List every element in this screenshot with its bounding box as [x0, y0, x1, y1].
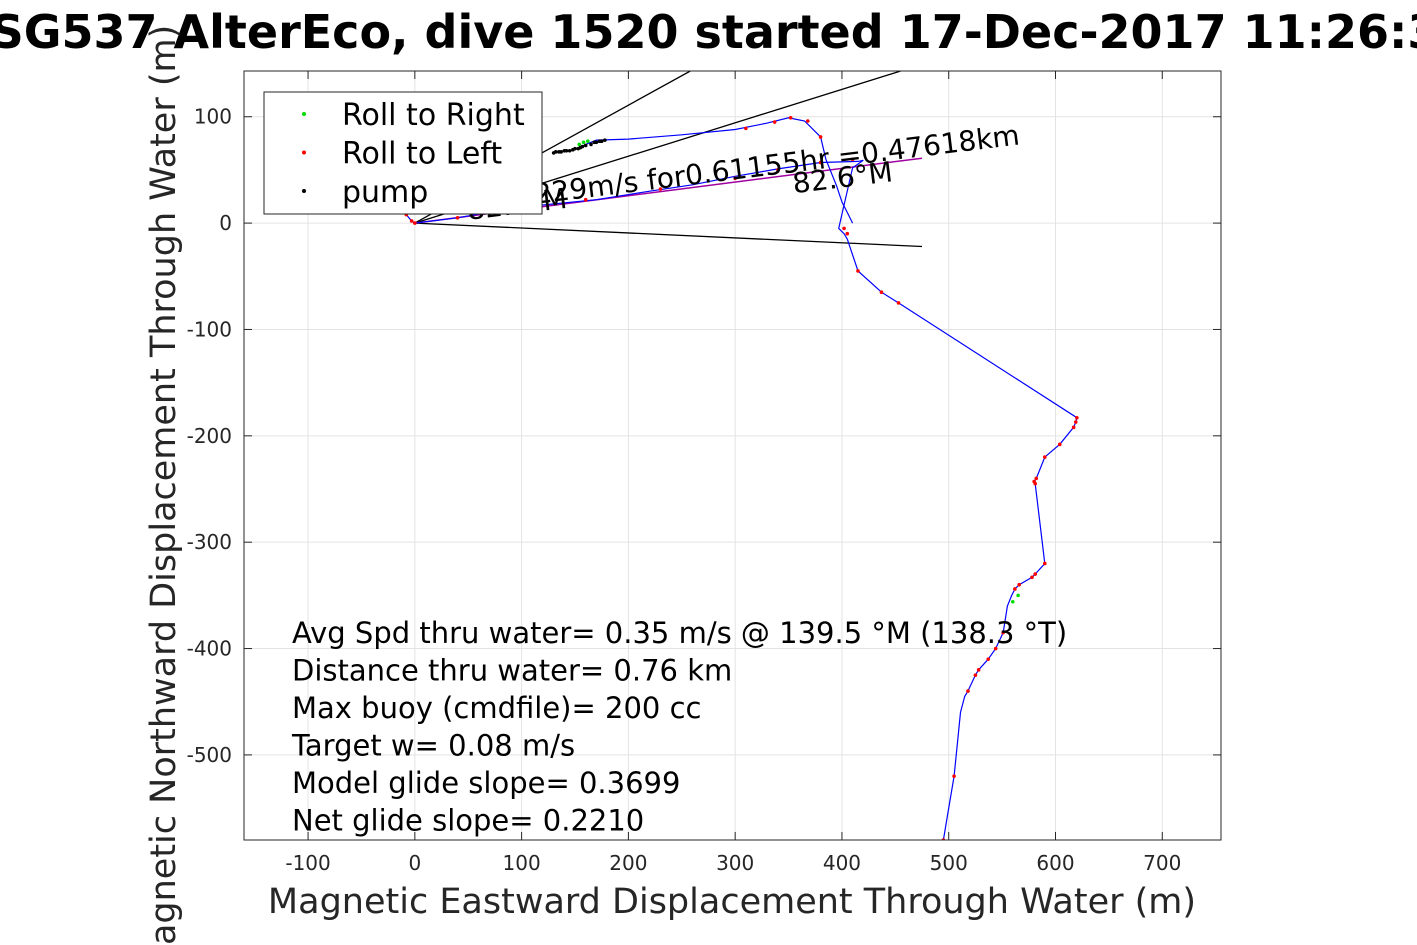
pump-point [573, 146, 577, 151]
legend-box [263, 91, 543, 215]
roll-to-right-point [586, 139, 590, 143]
roll-to-left-point [1033, 481, 1038, 486]
roll-to-left-point [879, 290, 884, 295]
y-tick-label: -100 [187, 317, 232, 341]
pump-point [580, 144, 585, 149]
legend-label: Roll to Left [342, 137, 502, 172]
pump-point [603, 138, 607, 142]
pump-point [559, 150, 563, 154]
roll-to-left-point [850, 157, 855, 162]
pump-point [553, 150, 558, 154]
stat-line-3: Target w= 0.08 m/s [291, 729, 575, 763]
roll-to-left-point [1034, 476, 1039, 481]
roll-to-right-point [577, 142, 582, 147]
pump-point [583, 143, 588, 148]
roll-to-left-point [896, 301, 901, 305]
roll-to-left-point [1033, 572, 1038, 576]
legend-marker [302, 189, 306, 193]
roll-to-left-point [856, 269, 860, 273]
stat-line-0: Avg Spd thru water= 0.35 m/s @ 139.5 °M … [292, 616, 1067, 650]
pump-point [599, 139, 604, 143]
roll-to-left-point [733, 176, 737, 181]
roll-to-left-point [1030, 575, 1034, 580]
roll-to-left-point [1013, 587, 1017, 591]
y-tick-label: -500 [187, 743, 232, 767]
roll-to-left-point [413, 221, 417, 225]
roll-to-left-point [744, 126, 748, 131]
x-tick-label: -100 [285, 851, 330, 875]
legend-label: pump [342, 175, 428, 210]
roll-to-left-point [455, 215, 460, 220]
stat-line-2: Max buoy (cmdfile)= 200 cc [292, 691, 701, 725]
axis-ticks: -100 0 100 200 300 400 500 600 700 -500 -400 -300 -2… [187, 71, 1221, 875]
roll-to-left-point [818, 135, 823, 139]
stat-line-5: Net glide slope= 0.2210 [292, 804, 644, 838]
y-tick-label: 100 [194, 105, 232, 129]
pump-point [594, 140, 599, 145]
pump-point [567, 148, 572, 153]
x-tick-label: 0 [408, 851, 421, 875]
roll-to-left-point [1001, 630, 1005, 635]
plot-border [243, 70, 1222, 841]
roll-to-left-point [776, 168, 780, 172]
pump-point [564, 148, 569, 153]
roll-to-left-point [1057, 442, 1062, 447]
roll-to-left-point [409, 219, 414, 223]
legend-label: Roll to Right [342, 98, 525, 133]
x-tick-label: 500 [930, 851, 968, 875]
legend-marker [302, 150, 306, 155]
roll-to-left-point [772, 120, 777, 124]
x-tick-label: 300 [716, 851, 754, 875]
roll-to-left-point [1017, 582, 1021, 587]
y-axis-label: Magnetic Northward Displacement Through … [144, 25, 184, 945]
heading-line-lower [414, 222, 923, 248]
x-tick-label: 200 [609, 851, 647, 875]
roll-to-left-point [658, 187, 663, 191]
legend-marker [302, 112, 306, 116]
roll-to-left-point [993, 646, 998, 651]
roll-to-left-point [1043, 455, 1047, 459]
roll-to-left-point [845, 231, 850, 236]
x-tick-label: 700 [1143, 851, 1181, 875]
x-tick-label: 400 [823, 851, 861, 875]
roll-to-right-point [581, 140, 586, 145]
x-axis-label: Magnetic Eastward Displacement Through W… [268, 882, 1196, 922]
roll-to-left-point [788, 115, 793, 120]
roll-to-left-point [952, 774, 956, 778]
roll-to-left-point [842, 226, 846, 231]
stats-box: Avg Spd thru water= 0.35 m/s @ 139.5 °M … [291, 616, 1067, 838]
stat-line-4: Model glide slope= 0.3699 [292, 766, 680, 800]
roll-to-left-point [818, 160, 823, 165]
roll-to-right-point [1010, 599, 1015, 604]
x-tick-label: 600 [1036, 851, 1074, 875]
dive-points [404, 115, 1079, 840]
chart-title: SG537 AlterEco, dive 1520 started 17-Dec… [0, 5, 1417, 59]
pump-point [589, 142, 593, 147]
roll-to-left-point [973, 673, 978, 677]
roll-to-left-point [1043, 561, 1047, 566]
roll-to-left-point [986, 657, 991, 661]
stat-line-1: Distance thru water= 0.76 km [292, 654, 732, 688]
roll-to-left-point [805, 119, 810, 123]
roll-to-left-point [966, 689, 970, 693]
roll-to-left-point [583, 197, 588, 202]
roll-to-left-point [1075, 415, 1079, 420]
y-tick-label: 0 [219, 211, 232, 235]
roll-to-right-point [1016, 593, 1020, 598]
roll-to-left-point [1071, 425, 1076, 430]
roll-to-left-point [1073, 420, 1078, 424]
y-tick-label: -200 [187, 424, 232, 448]
x-tick-label: 100 [503, 851, 541, 875]
roll-to-left-point [976, 668, 981, 672]
y-tick-label: -400 [187, 637, 232, 661]
y-tick-label: -300 [187, 530, 232, 554]
